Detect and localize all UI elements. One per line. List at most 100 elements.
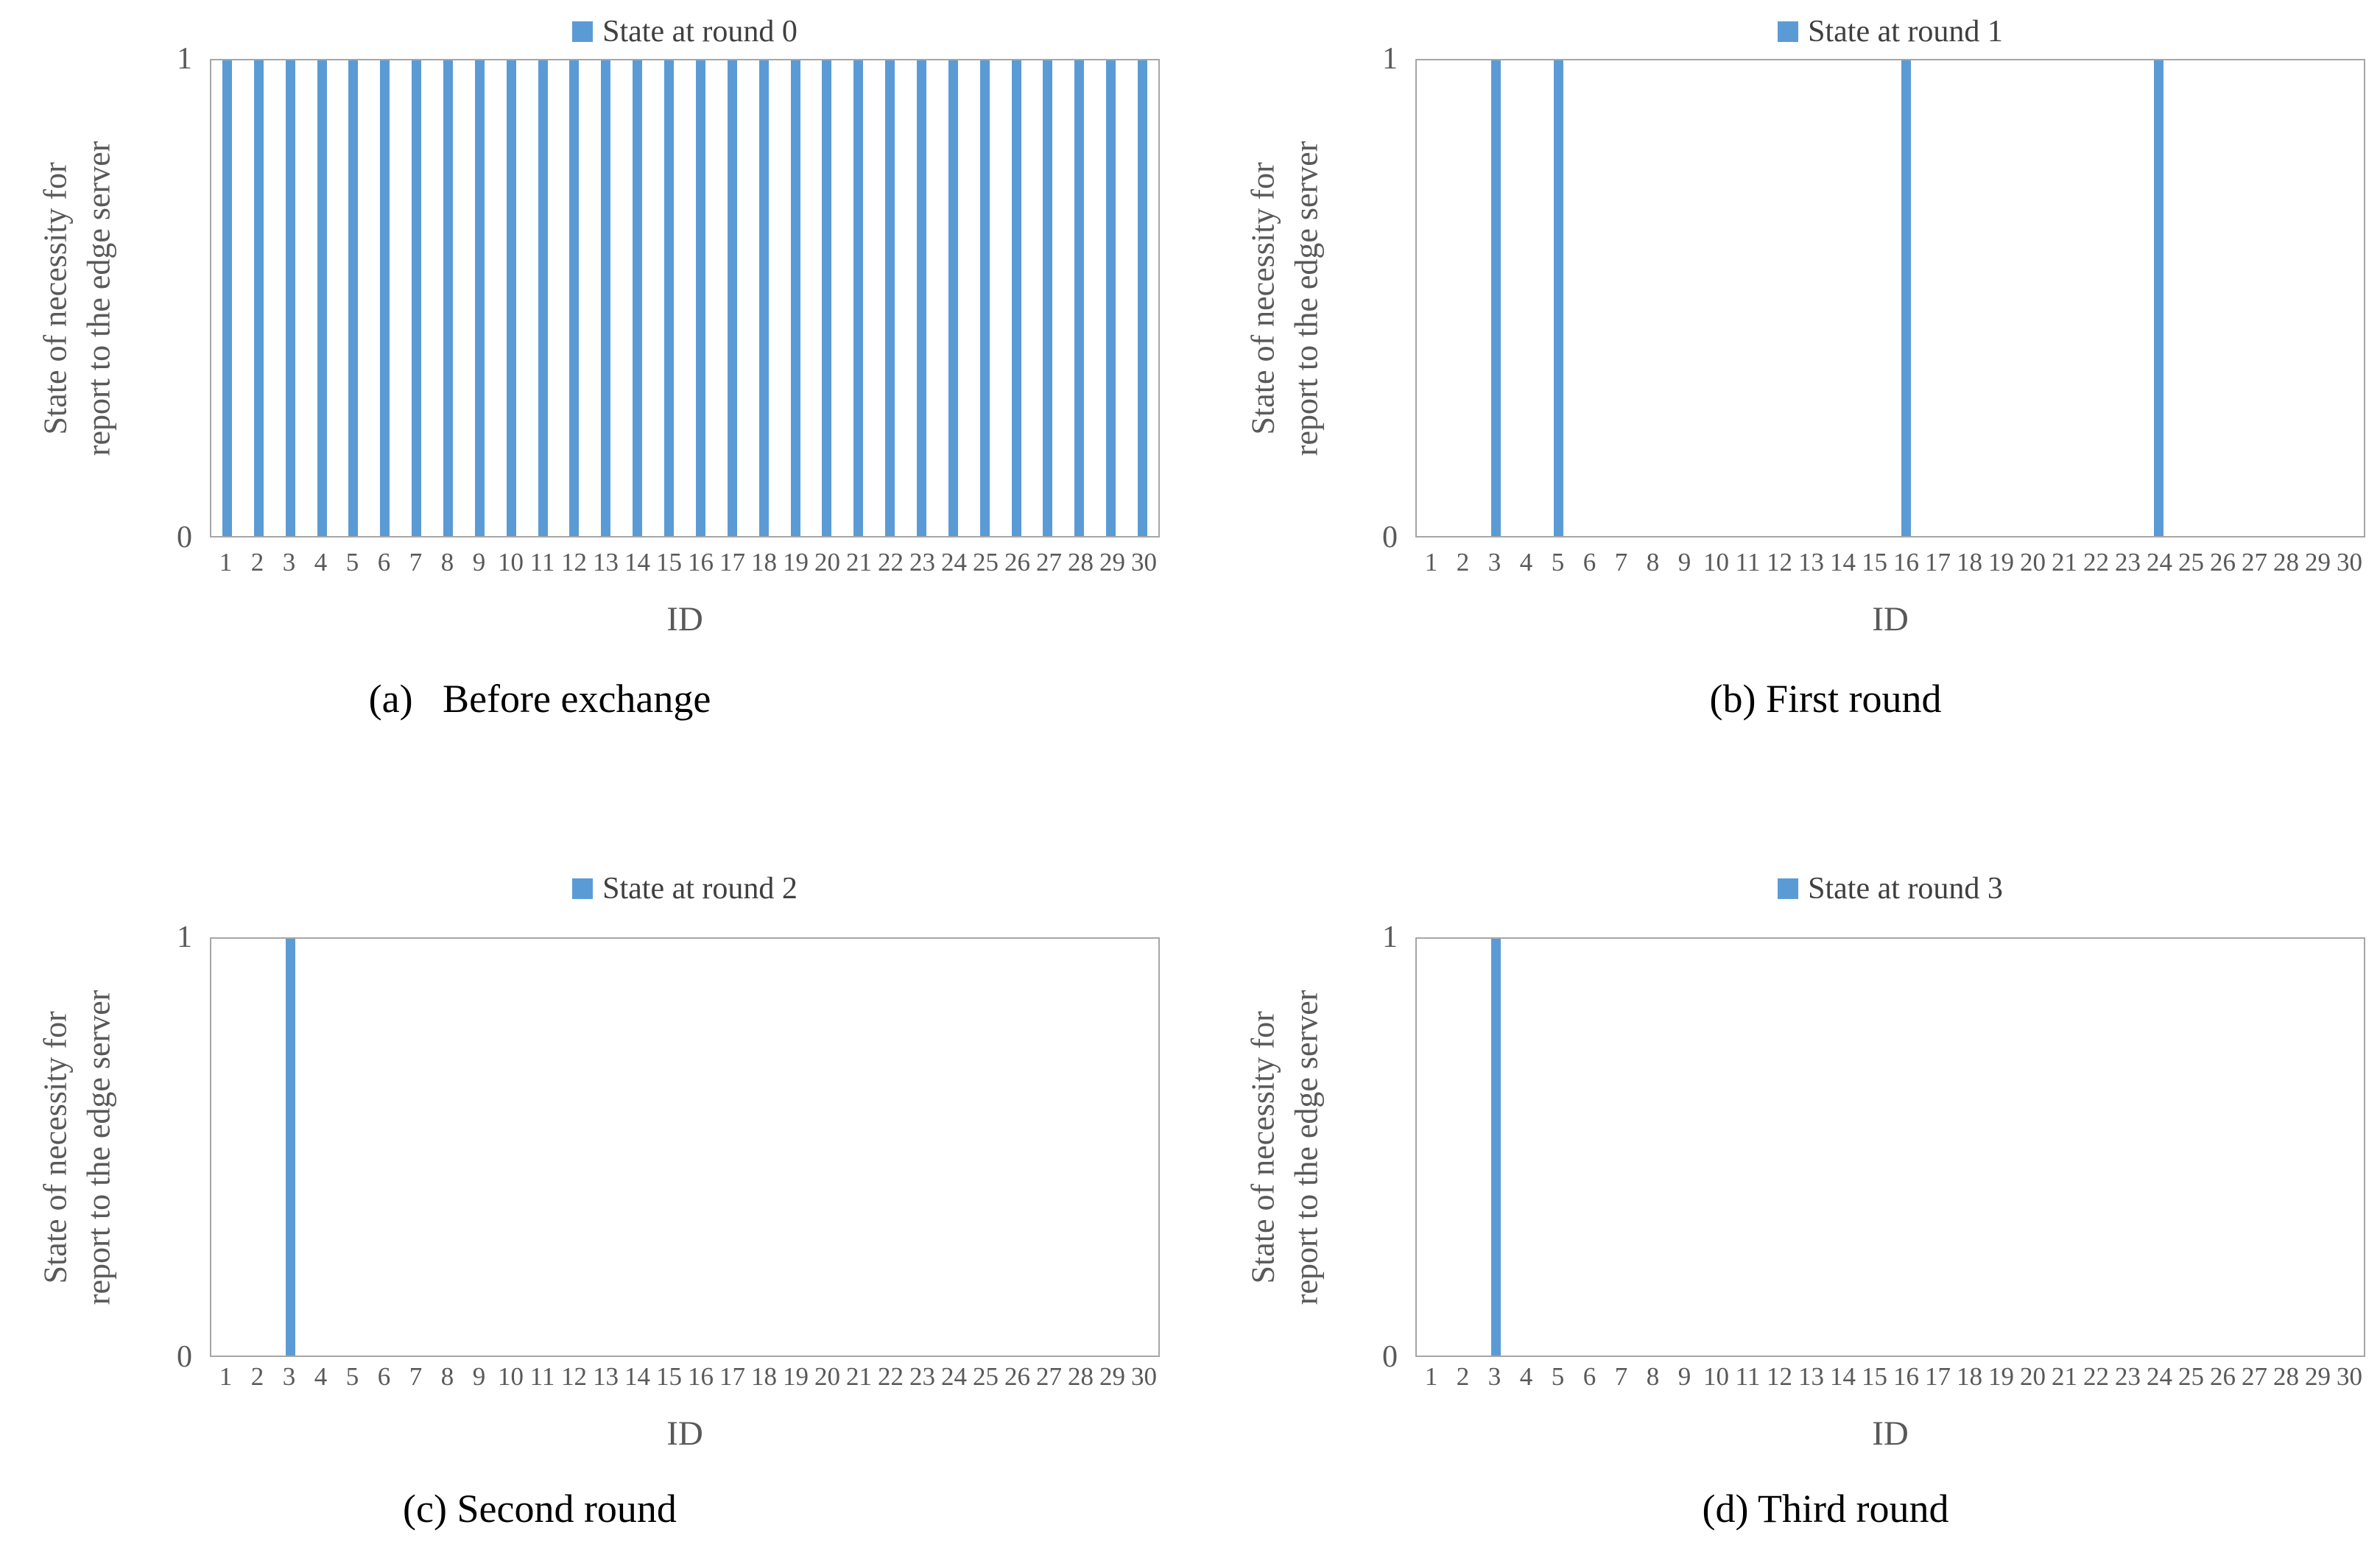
bar-id-12 xyxy=(569,60,580,536)
x-tick-label-25: 25 xyxy=(973,548,999,577)
x-tick-label-8: 8 xyxy=(440,1362,454,1391)
x-axis-title: ID xyxy=(666,1414,703,1453)
x-axis-ticks: 1 2 3 4 5 6 7 8 9 10 11 12 13 14 15 16 17 18 19 20 21 22 23 24 2… xyxy=(1415,548,2365,577)
x-tick-label-17: 17 xyxy=(719,1362,745,1391)
x-tick-label-27: 27 xyxy=(2242,548,2267,577)
y-axis-title-line2: report to the edge server xyxy=(81,141,117,456)
y-axis-title-line2: report to the edge server xyxy=(1289,141,1325,456)
x-tick-label-19: 19 xyxy=(1988,548,2014,577)
x-tick-label-29: 29 xyxy=(1099,548,1125,577)
x-tick-label-18: 18 xyxy=(1957,1362,1982,1391)
y-axis-title-line2: report to the edge server xyxy=(1289,990,1325,1305)
y-axis-title-line1: State of necessity for xyxy=(1244,1010,1281,1284)
legend-swatch-icon xyxy=(1778,878,1799,899)
bar-id-5 xyxy=(1554,60,1564,536)
x-tick-label-8: 8 xyxy=(440,548,454,577)
x-tick-label-16: 16 xyxy=(1893,1362,1919,1391)
x-tick-label-17: 17 xyxy=(1925,1362,1951,1391)
x-tick-label-21: 21 xyxy=(2052,1362,2077,1391)
y-axis-title-line1: State of necessity for xyxy=(37,1010,74,1284)
bar-id-16 xyxy=(695,60,705,536)
bar-id-3 xyxy=(285,60,295,536)
legend: State at round 2 xyxy=(210,873,1160,904)
x-tick-label-6: 6 xyxy=(1582,1362,1596,1391)
bar-id-28 xyxy=(1074,60,1085,536)
x-tick-label-24: 24 xyxy=(2147,1362,2172,1391)
x-tick-label-21: 21 xyxy=(2052,548,2077,577)
bar-id-13 xyxy=(601,60,611,536)
x-tick-label-7: 7 xyxy=(1614,1362,1628,1391)
bar-id-3 xyxy=(285,939,295,1356)
x-tick-label-2: 2 xyxy=(1456,1362,1470,1391)
x-tick-label-25: 25 xyxy=(2178,548,2204,577)
x-tick-label-13: 13 xyxy=(593,1362,619,1391)
x-tick-label-6: 6 xyxy=(377,1362,391,1391)
x-tick-label-1: 1 xyxy=(1424,1362,1438,1391)
x-tick-label-21: 21 xyxy=(846,1362,872,1391)
x-tick-label-9: 9 xyxy=(1677,1362,1691,1391)
panel-caption: (d) Third round xyxy=(1702,1487,1949,1531)
legend-swatch-icon xyxy=(572,21,594,42)
bar-id-7 xyxy=(412,60,422,536)
panel-caption: (a) Before exchange xyxy=(368,677,711,721)
bar-id-22 xyxy=(885,60,895,536)
x-tick-label-24: 24 xyxy=(941,1362,967,1391)
x-tick-label-1: 1 xyxy=(1424,548,1438,577)
x-tick-label-18: 18 xyxy=(1957,548,1982,577)
x-tick-label-6: 6 xyxy=(377,548,391,577)
x-tick-label-9: 9 xyxy=(472,1362,486,1391)
legend-swatch-icon xyxy=(1778,21,1799,42)
plot-area xyxy=(210,937,1160,1357)
x-tick-label-10: 10 xyxy=(498,548,524,577)
x-tick-label-27: 27 xyxy=(1036,548,1062,577)
legend-label: State at round 3 xyxy=(1808,872,2003,906)
x-tick-label-22: 22 xyxy=(2083,548,2109,577)
y-tick-min: 0 xyxy=(1382,521,1398,554)
x-tick-label-26: 26 xyxy=(2210,1362,2236,1391)
x-tick-label-2: 2 xyxy=(1456,548,1470,577)
bar-id-14 xyxy=(633,60,643,536)
bar-id-27 xyxy=(1043,60,1053,536)
x-tick-label-17: 17 xyxy=(719,548,745,577)
bar-id-17 xyxy=(727,60,737,536)
x-tick-label-11: 11 xyxy=(1735,1362,1761,1391)
x-tick-label-10: 10 xyxy=(498,1362,524,1391)
x-tick-label-1: 1 xyxy=(219,1362,233,1391)
x-tick-label-15: 15 xyxy=(656,1362,682,1391)
legend-label: State at round 0 xyxy=(602,15,798,49)
x-tick-label-26: 26 xyxy=(1004,1362,1030,1391)
x-tick-label-19: 19 xyxy=(783,1362,809,1391)
x-tick-label-4: 4 xyxy=(1519,1362,1533,1391)
y-axis-title: State of necessity for report to the edg… xyxy=(22,937,133,1357)
bar-id-20 xyxy=(822,60,832,536)
plot-area xyxy=(1415,937,2365,1357)
x-tick-label-28: 28 xyxy=(1068,548,1094,577)
x-tick-label-30: 30 xyxy=(2337,548,2362,577)
x-tick-label-14: 14 xyxy=(1830,1362,1856,1391)
x-tick-label-26: 26 xyxy=(2210,548,2236,577)
x-tick-label-24: 24 xyxy=(941,548,967,577)
x-tick-label-29: 29 xyxy=(1099,1362,1125,1391)
x-tick-label-14: 14 xyxy=(624,1362,650,1391)
x-axis-ticks: 1 2 3 4 5 6 7 8 9 10 11 12 13 14 15 16 17 18 19 20 21 22 23 24 2… xyxy=(1415,1362,2365,1392)
x-tick-label-7: 7 xyxy=(409,1362,423,1391)
bar-id-9 xyxy=(474,60,485,536)
x-tick-label-12: 12 xyxy=(1767,548,1792,577)
legend-label: State at round 1 xyxy=(1808,15,2003,49)
panel-caption: (b) First round xyxy=(1709,677,1942,721)
x-tick-label-20: 20 xyxy=(814,1362,840,1391)
legend: State at round 1 xyxy=(1415,16,2365,47)
x-tick-label-20: 20 xyxy=(2020,548,2046,577)
bar-id-21 xyxy=(853,60,864,536)
bar-id-3 xyxy=(1490,939,1501,1356)
x-tick-label-11: 11 xyxy=(529,1362,555,1391)
y-axis-title: State of necessity for report to the edg… xyxy=(1230,937,1340,1357)
bar-id-15 xyxy=(664,60,675,536)
x-tick-label-2: 2 xyxy=(250,548,264,577)
x-tick-label-16: 16 xyxy=(688,548,714,577)
x-tick-label-9: 9 xyxy=(1677,548,1691,577)
x-tick-label-27: 27 xyxy=(1036,1362,1062,1391)
bar-id-6 xyxy=(380,60,390,536)
bar-id-1 xyxy=(222,60,232,536)
